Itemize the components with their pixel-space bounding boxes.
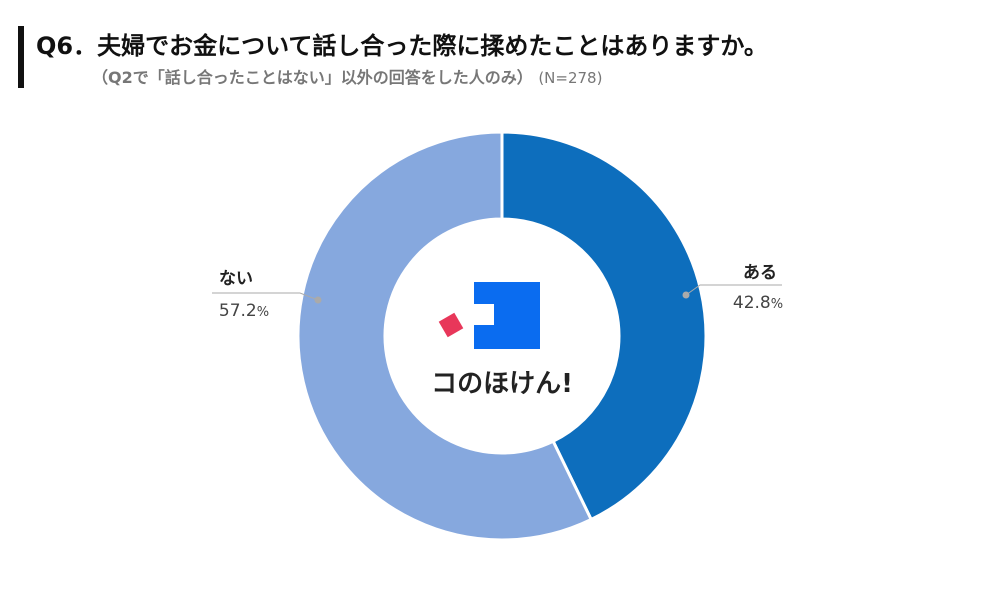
slice-1 bbox=[296, 130, 594, 542]
donut-slices bbox=[296, 130, 708, 542]
brand-logo: コのほけん! bbox=[431, 282, 573, 399]
leader-dot-aru bbox=[682, 291, 690, 299]
slice-0 bbox=[500, 130, 708, 522]
leader-line-aru bbox=[685, 284, 782, 296]
chart-subtitle: （Q2で「話し合ったことはない」以外の回答をした人のみ） (N=278) bbox=[92, 64, 602, 88]
leader-line-nai bbox=[212, 292, 319, 301]
sample-size: (N=278) bbox=[538, 69, 603, 87]
unit-aru: % bbox=[771, 297, 783, 312]
slice-value-nai: 57.2% bbox=[219, 301, 269, 321]
logo-text: コのほけん! bbox=[431, 369, 573, 399]
slice-name-nai: ない bbox=[219, 269, 253, 289]
leader-dot-nai bbox=[314, 296, 322, 304]
unit-nai: % bbox=[257, 305, 269, 320]
slice-label-nai: ない 57.2% bbox=[212, 269, 322, 321]
logo-blue-mark bbox=[474, 282, 540, 349]
logo-red-mark bbox=[438, 312, 464, 338]
slice-name-aru: ある bbox=[743, 263, 777, 283]
slice-value-aru: 42.8% bbox=[733, 293, 783, 313]
value-nai: 57.2 bbox=[219, 301, 257, 321]
value-aru: 42.8 bbox=[733, 293, 771, 313]
subtitle-condition: （Q2で「話し合ったことはない」以外の回答をした人のみ） bbox=[92, 68, 533, 87]
title-accent-bar bbox=[18, 26, 24, 88]
chart-title: Q6．夫婦でお金について話し合った際に揉めたことはありますか。 bbox=[36, 32, 768, 60]
slice-label-aru: ある 42.8% bbox=[682, 263, 783, 313]
